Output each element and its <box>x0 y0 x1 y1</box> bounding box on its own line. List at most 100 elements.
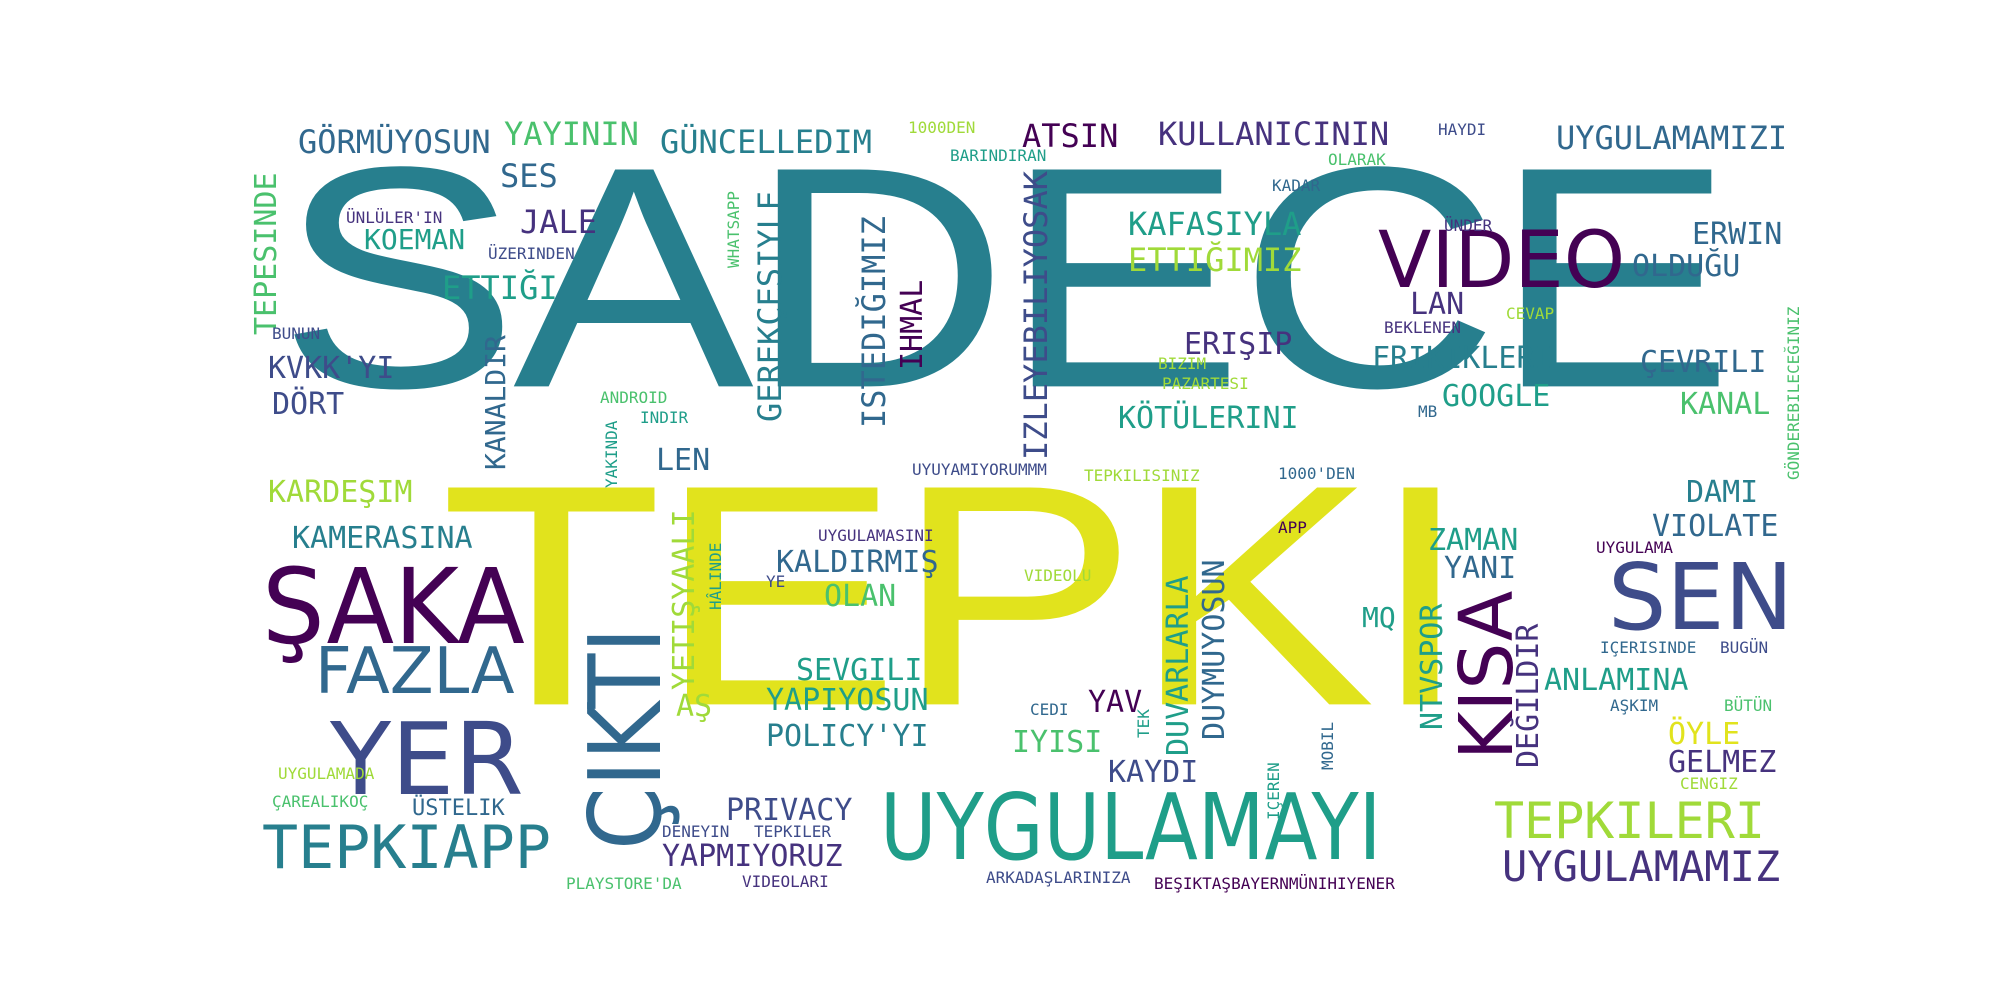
word-kotulerini: KÖTÜLERINI <box>1118 401 1299 436</box>
word-frikikleri: FRIKIKLERI <box>1372 341 1553 376</box>
word-google: GOOGLE <box>1442 379 1551 414</box>
word-sadece: SADECE <box>278 100 1734 454</box>
word-istedigimiz: ISTEDIĞIMIZ <box>855 216 893 428</box>
word-yayinin: YAYININ <box>504 115 639 153</box>
word-uygulamamizi: UYGULAMAMIZI <box>1556 119 1788 157</box>
word-tepkiapp: TEPKIAPP <box>262 813 551 883</box>
word-jale: JALE <box>520 203 598 241</box>
word-kanal: KANAL <box>1680 387 1771 422</box>
word-yetisyaali: YETIŞYAALI <box>667 509 702 690</box>
word-len: LEN <box>656 443 711 478</box>
word-askim: AŞKIM <box>1610 696 1659 715</box>
word-tepkiler: TEPKILER <box>754 822 832 841</box>
word-carealikoc: ÜSTELIK <box>412 796 505 821</box>
word-ettigi: ETTIĞI <box>442 269 558 307</box>
word-uygulamasini: UYGULAMASINI <box>818 526 934 545</box>
word-videolari: VIDEOLARI <box>742 872 829 891</box>
word-1000den-2: 1000'DEN <box>1278 464 1356 483</box>
word-anlamina: ANLAMINA <box>1544 663 1689 698</box>
word-bunun: BUNUN <box>272 324 321 343</box>
word-cikti: ÇIKTI <box>567 627 684 850</box>
word-playstoreda: PLAYSTORE'DA <box>566 874 682 893</box>
word-oldugu: OLDUĞU <box>1632 249 1741 284</box>
word-icerisinde: IÇERISINDE <box>1600 638 1697 657</box>
word-yapiyosun: YAPIYOSUN <box>766 683 929 718</box>
word-kvkkyi: KVKK'YI <box>268 351 395 386</box>
word-video: VIDEO <box>1378 216 1626 306</box>
word-iyisi: IYISI <box>1012 725 1103 760</box>
word-izleyebiliyosak: IZLEYEBILIYOSAK <box>1017 171 1055 460</box>
word-saka: ŞAKA <box>262 546 525 668</box>
word-duvarlarla: DUVARLARLA <box>1161 575 1196 756</box>
word-unluler: ÜNLÜLER'IN <box>346 208 443 227</box>
word-deneyin: DENEYIN <box>662 822 730 841</box>
word-mq: MQ <box>1362 601 1396 634</box>
word-yapmiyoruz: YAPMIYORUZ <box>662 839 843 874</box>
word-indir: INDIR <box>640 408 689 427</box>
word-tepesinde: TEPESINDE <box>249 172 284 335</box>
word-dort: DÖRT <box>272 387 345 422</box>
word-arkadaslariniza: ARKADAŞLARINIZA <box>986 868 1131 887</box>
word-lan: LAN <box>1410 287 1465 322</box>
word-gormuyosun: GÖRMÜYOSUN <box>298 123 491 161</box>
word-guncelledim: GÜNCELLEDIM <box>660 123 872 161</box>
word-dami: DAMI <box>1686 475 1759 510</box>
word-kadar: KADAR <box>1272 176 1321 195</box>
word-uygulamada: CENGIZ <box>1680 774 1738 793</box>
word-kardesim: KARDEŞIM <box>268 475 413 510</box>
word-cevrili: ÇEVRILI <box>1640 345 1767 380</box>
word-uygulamayi: UYGULAMAYI <box>880 774 1382 881</box>
word-halinde: HÂLINDE <box>706 542 725 610</box>
word-videolu: VIDEOLU <box>1024 566 1092 585</box>
word-oyle: ÖYLE <box>1668 717 1741 752</box>
word-degildir: DEĞILDIR <box>1511 623 1546 769</box>
word-ses: SES <box>500 157 558 195</box>
word-ntvspor: NTVSPOR <box>1415 603 1450 730</box>
word-privacy: PRIVACY <box>726 793 853 828</box>
word-mb: MB <box>1418 402 1438 421</box>
word-tek: TEK <box>1134 709 1153 738</box>
word-atsin: ATSIN <box>1022 117 1119 155</box>
word-policyyi: POLICY'YI <box>766 719 929 754</box>
word-sen: SEN <box>1608 544 1794 651</box>
word-duymuyosun: DUYMUYOSUN <box>1197 559 1232 740</box>
word-under: ÜNDER <box>1444 216 1493 235</box>
word-android: ANDROID <box>600 388 668 407</box>
word-kaydi: KAYDI <box>1108 755 1199 790</box>
word-cengiz: UYGULAMADA <box>278 764 375 783</box>
word-fazla: FAZLA <box>315 635 515 709</box>
word-uyuyamiyorummm: UYUYAMIYORUMMM <box>912 460 1047 479</box>
word-koeman: KOEMAN <box>364 223 466 256</box>
word-uygulamamiz: UYGULAMAMIZ <box>1502 842 1781 891</box>
word-cedi: CEDI <box>1030 700 1069 719</box>
word-gerekcesiyle: GEREKÇESIYLE <box>751 190 789 422</box>
word-olarak: BARINDIRAN <box>950 146 1047 165</box>
word-yakinda: YAKINDA <box>602 420 621 488</box>
word-as: AŞ <box>676 689 713 724</box>
word-app: APP <box>1278 518 1307 537</box>
word-mobil: MOBIL <box>1318 721 1337 770</box>
word-tepkileri: TEPKILERI <box>1494 792 1765 850</box>
word-zaman: ZAMAN <box>1428 523 1519 558</box>
word-1000den: 1000DEN <box>908 118 976 137</box>
word-uzerinden: ÜZERINDEN <box>488 244 575 263</box>
word-violate: VIOLATE <box>1652 509 1779 544</box>
word-erwin: ERWIN <box>1692 217 1783 252</box>
word-kaldirmis: KALDIRMIŞ <box>776 545 939 580</box>
word-ustelik: ÇAREALIKOÇ <box>272 792 369 811</box>
word-tepki: TEPKI <box>440 418 1471 772</box>
word-kullanicinin: KULLANICININ <box>1158 115 1390 153</box>
word-ye: YE <box>766 572 786 591</box>
word-olan: OLAN <box>824 579 897 614</box>
word-kanaldir: KANALDIR <box>479 335 512 470</box>
word-kafasiyla: KAFASIYLA <box>1128 205 1302 243</box>
word-pazartesi: PAZARTESI <box>1162 374 1249 393</box>
word-bizim: BIZIM <box>1158 354 1207 373</box>
word-erisip: ERIŞIP <box>1184 327 1293 362</box>
word-gonderebileceginiz: GÖNDEREBILECEĞINIZ <box>1784 306 1803 480</box>
word-sevgili: SEVGILI <box>796 653 923 688</box>
word-haydi: OLARAK <box>1328 150 1386 169</box>
word-butun: BÜTÜN <box>1724 696 1773 715</box>
word-whatsapp: WHATSAPP <box>724 190 743 268</box>
